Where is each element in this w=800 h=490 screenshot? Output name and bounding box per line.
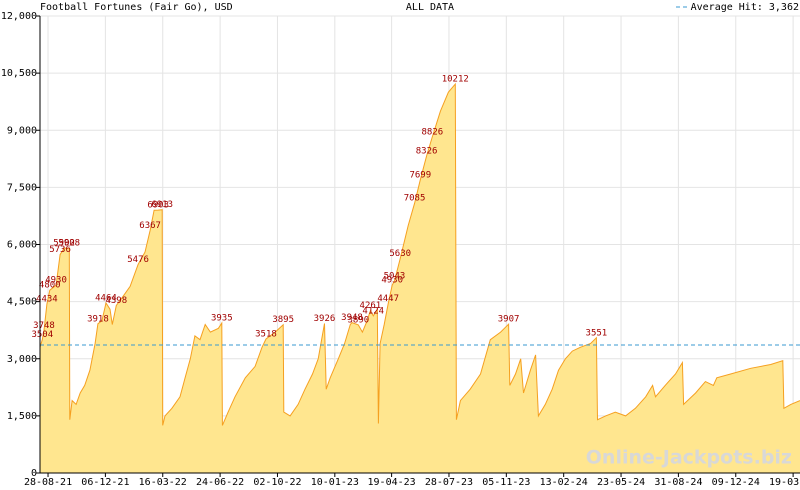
chart-subtitle: ALL DATA [406, 2, 454, 13]
y-tick-label: 1,500 [7, 411, 37, 422]
y-tick-label: 0 [31, 468, 37, 479]
data-label: 3890 [347, 315, 369, 325]
x-tick-label: 24-06-22 [196, 477, 244, 488]
watermark: Online-Jackpots.biz [586, 447, 792, 469]
data-label: 4930 [45, 276, 67, 286]
data-label: 7085 [404, 194, 426, 204]
x-tick-label: 28-08-21 [24, 477, 72, 488]
x-tick-label: 02-10-22 [253, 477, 301, 488]
data-label: 3895 [272, 315, 294, 325]
data-label: 3504 [31, 330, 53, 340]
y-tick-label: 12,000 [1, 11, 37, 22]
data-label: 4434 [36, 295, 58, 305]
data-label: 4464 [95, 293, 117, 303]
data-label: 10212 [442, 75, 469, 85]
data-label: 4261 [360, 301, 382, 311]
x-tick-label: 31-08-24 [654, 477, 702, 488]
x-tick-label: 19-03-25 [769, 477, 800, 488]
x-tick-label: 09-12-24 [712, 477, 760, 488]
data-label: 3926 [314, 314, 336, 324]
x-tick-label: 13-02-24 [540, 477, 588, 488]
data-label: 8326 [416, 146, 438, 156]
x-tick-label: 06-12-21 [81, 477, 129, 488]
data-label: 4447 [377, 294, 399, 304]
y-tick-label: 7,500 [7, 182, 37, 193]
x-tick-label: 16-03-22 [139, 477, 187, 488]
data-label: 3907 [498, 315, 520, 325]
data-label: 5908 [58, 239, 80, 249]
chart-title: Football Fortunes (Fair Go), USD [40, 2, 233, 13]
y-tick-label: 10,500 [1, 68, 37, 79]
data-label: 4398 [105, 296, 127, 306]
area [40, 84, 800, 473]
x-tick-label: 05-11-23 [482, 477, 530, 488]
data-label: 4800 [39, 281, 61, 291]
data-label: 4930 [381, 276, 403, 286]
data-label: 3918 [87, 314, 109, 324]
data-label: 3935 [211, 314, 233, 324]
data-label: 5043 [384, 271, 406, 281]
x-tick-label: 19-04-23 [368, 477, 416, 488]
y-tick-label: 3,000 [7, 354, 37, 365]
data-label: 5736 [49, 245, 71, 255]
x-tick-label: 23-05-24 [597, 477, 645, 488]
legend-label: Average Hit: 3,362 [691, 2, 799, 13]
data-label: 8826 [421, 127, 443, 137]
data-label: 6367 [139, 221, 161, 231]
data-label: 3518 [255, 330, 277, 340]
x-tick-label: 28-07-23 [425, 477, 473, 488]
data-label: 5630 [389, 249, 411, 259]
y-tick-label: 6,000 [7, 240, 37, 251]
data-label: 3551 [586, 328, 608, 338]
data-label: 7699 [409, 170, 431, 180]
data-label: 5476 [127, 255, 149, 265]
data-label: 6913 [151, 200, 173, 210]
data-label: 6903 [147, 201, 169, 211]
line [39, 82, 800, 426]
x-tick-label: 10-01-23 [311, 477, 359, 488]
data-label: 3748 [33, 321, 55, 331]
data-label: 4124 [362, 306, 384, 316]
data-label: 5902 [53, 239, 75, 249]
y-tick-label: 9,000 [7, 125, 37, 136]
data-label: 3948 [341, 313, 363, 323]
y-tick-label: 4,500 [7, 297, 37, 308]
